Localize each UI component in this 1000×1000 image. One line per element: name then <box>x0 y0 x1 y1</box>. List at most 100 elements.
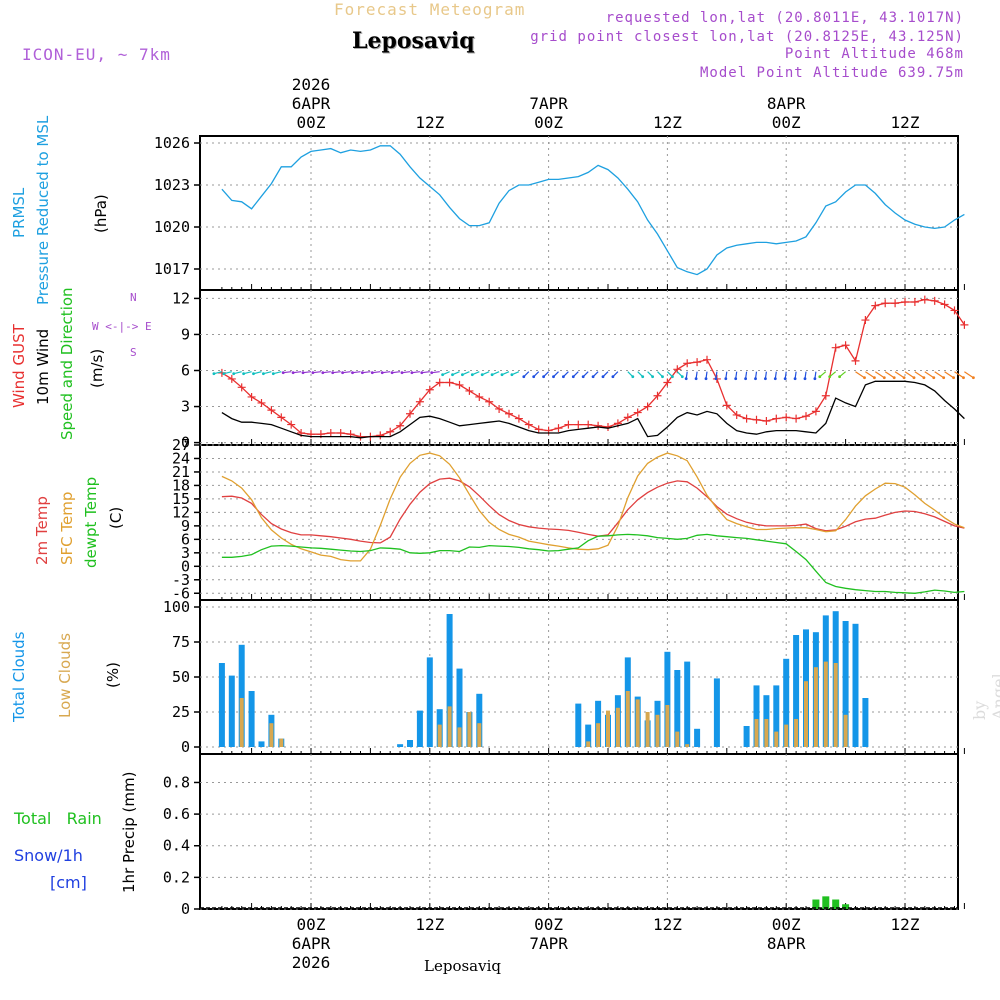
gust-marker <box>356 432 365 441</box>
y-tick-label: 25 <box>172 703 190 721</box>
wind-arrow-head <box>952 376 955 380</box>
gust-marker <box>663 378 672 387</box>
y-tick-label: 50 <box>172 668 190 686</box>
low-cloud-bar <box>437 724 442 747</box>
gust-marker <box>643 402 652 411</box>
bottom-axis-label: 00Z <box>534 915 563 934</box>
y-tick-label: 3 <box>181 544 190 562</box>
wind-arrow-head <box>301 371 305 375</box>
gust-marker <box>811 407 820 416</box>
gust-marker <box>960 320 969 329</box>
wind-arrow-head <box>754 377 757 381</box>
wind-arrow-head <box>522 375 526 379</box>
low-cloud-bar <box>843 714 848 747</box>
total-cloud-bar <box>456 668 463 747</box>
gust-marker <box>514 414 523 423</box>
low-cloud-bar <box>794 719 799 747</box>
wind-arrow-head <box>370 371 374 375</box>
wind-direction-arrow <box>934 371 945 379</box>
gust-marker <box>792 414 801 423</box>
top-axis-label: 2026 <box>292 75 331 94</box>
total-cloud-bar <box>852 623 859 747</box>
rain-bar <box>832 899 840 909</box>
total-cloud-bar <box>238 644 245 747</box>
top-axis-label: 00Z <box>297 113 326 132</box>
y-tick-label: 0.8 <box>163 773 190 791</box>
snow-label: Snow/1h <box>14 846 83 865</box>
gust-marker <box>623 413 632 422</box>
gust-marker <box>396 421 405 430</box>
low-cloud-bar <box>447 706 452 747</box>
wind-arrow-head <box>828 375 832 379</box>
wind-arrow-head <box>601 375 605 379</box>
gust-marker <box>247 392 256 401</box>
top-axis-label: 12Z <box>891 113 920 132</box>
wind-arrow-head <box>631 375 635 379</box>
wind-arrow-head <box>341 371 344 375</box>
wind-arrow-head <box>351 371 354 375</box>
y-tick-label: 18 <box>172 476 190 494</box>
gust-marker <box>415 397 424 406</box>
gust-marker <box>920 295 929 304</box>
wind-arrow-head <box>271 372 275 376</box>
y-tick-label: 0.2 <box>163 868 190 886</box>
wind-arrow-head <box>552 375 555 379</box>
wind-arrow-head <box>611 375 615 379</box>
low-cloud-bar <box>635 699 640 747</box>
gust-marker <box>762 416 771 425</box>
wind-direction-arrow <box>904 371 915 379</box>
gust-marker <box>683 359 692 368</box>
gridpoint-coords: grid point closest lon,lat (20.8125E, 43… <box>530 29 964 45</box>
y-tick-label: 0 <box>181 900 190 918</box>
wind-arrow-head <box>641 375 645 379</box>
bottom-axis-label: 12Z <box>653 915 682 934</box>
low-cloud-bar <box>606 710 610 747</box>
wind-arrow-head <box>321 371 325 375</box>
y-tick-label: 1020 <box>154 218 190 236</box>
total-cloud-bar <box>416 710 423 747</box>
wind-arrow-head <box>714 377 718 381</box>
gust-marker <box>950 306 959 315</box>
gust-marker <box>633 408 642 417</box>
gust-marker <box>406 409 414 418</box>
gust-marker <box>653 391 662 400</box>
total-cloud-bar <box>446 614 453 747</box>
wind-arrow-head <box>562 375 565 379</box>
rain-bar <box>812 899 820 909</box>
gust-marker <box>237 383 246 392</box>
panel-frame <box>199 289 959 446</box>
low-cloud-bar <box>804 681 808 747</box>
y-tick-label: 1017 <box>154 260 190 278</box>
gust-marker <box>257 398 266 407</box>
bottom-axis-label: 00Z <box>772 915 801 934</box>
wind-direction-arrow <box>874 371 885 379</box>
gust-marker <box>425 385 434 394</box>
wind-arrow-head <box>863 376 866 380</box>
top-axis-label: 00Z <box>772 113 801 132</box>
wind-arrow-head <box>962 376 965 380</box>
wind-arrow-head <box>222 372 226 376</box>
gust-marker <box>772 414 781 423</box>
gust-marker <box>574 420 583 429</box>
gust-marker <box>326 428 335 437</box>
wind-arrow-head <box>571 375 575 379</box>
gust-marker <box>475 392 484 401</box>
wind-arrow-head <box>262 372 265 376</box>
low-cloud-bar <box>833 663 838 747</box>
total-cloud-bar <box>773 685 780 747</box>
gust-marker <box>495 404 504 413</box>
wind-arrow-head <box>838 375 841 379</box>
gust-marker <box>386 427 395 436</box>
y-tick-label: 6 <box>181 530 190 548</box>
wind10m-line <box>221 380 965 439</box>
wind-direction-arrow <box>865 371 875 379</box>
gust-marker <box>901 298 909 307</box>
wind-arrow-head <box>932 376 936 380</box>
wind-arrow-head <box>680 375 684 379</box>
top-axis-label: 7APR <box>529 94 568 113</box>
low-cloud-bar <box>477 723 482 747</box>
wind-direction-arrow <box>924 371 935 379</box>
y-tick-label: 75 <box>172 633 190 651</box>
wind-arrow-head <box>542 375 545 379</box>
